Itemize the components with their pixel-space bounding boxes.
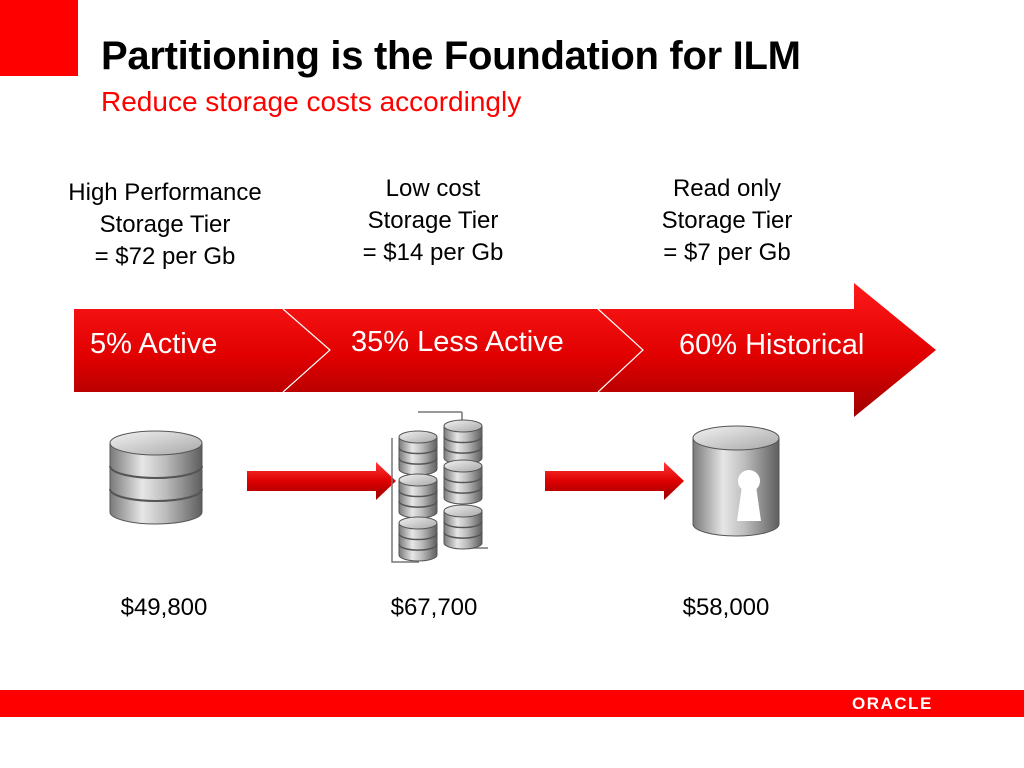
segment-label-historical: 60% Historical	[679, 329, 865, 361]
process-arrow	[74, 283, 936, 417]
tier-label-low-cost: Low cost Storage Tier = $14 per Gb	[333, 173, 533, 269]
cost-value: $49,800	[120, 594, 208, 621]
tier-line: Read only	[672, 175, 782, 202]
tier-line: High Performance	[68, 179, 262, 206]
tier-line: Low cost	[385, 175, 481, 202]
corner-accent	[0, 0, 78, 76]
tier-price: = $72 per Gb	[94, 243, 236, 270]
mini-disk-icon	[443, 419, 483, 465]
tier-price: = $7 per Gb	[663, 239, 791, 266]
segment-label-active: 5% Active	[90, 328, 218, 360]
right-arrow-icon	[247, 462, 396, 500]
mini-disk-icon	[398, 473, 438, 519]
slide-title: Partitioning is the Foundation for ILM	[101, 34, 801, 78]
tier-line: Storage Tier	[661, 207, 793, 234]
mini-disk-icon	[443, 459, 483, 505]
mini-disk-icon	[398, 516, 438, 562]
mini-disk-icon	[443, 504, 483, 550]
right-arrow-icon	[545, 462, 684, 500]
oracle-logo: ORACLE	[852, 694, 933, 713]
cost-value: $58,000	[682, 594, 770, 621]
tier-price: = $14 per Gb	[362, 239, 504, 266]
locked-database-icon	[692, 425, 780, 537]
tier-line: Storage Tier	[99, 211, 231, 238]
footer-bar	[0, 690, 1024, 717]
segment-label-less-active: 35% Less Active	[351, 326, 564, 358]
tier-line: Storage Tier	[367, 207, 499, 234]
tier-label-read-only: Read only Storage Tier = $7 per Gb	[627, 173, 827, 269]
slide-subtitle: Reduce storage costs accordingly	[101, 86, 522, 117]
database-icon	[109, 430, 203, 525]
tier-label-high-performance: High Performance Storage Tier = $72 per …	[40, 177, 290, 273]
disk-array-icon	[391, 411, 488, 563]
cost-value: $67,700	[390, 594, 478, 621]
mini-disk-icon	[398, 430, 438, 476]
